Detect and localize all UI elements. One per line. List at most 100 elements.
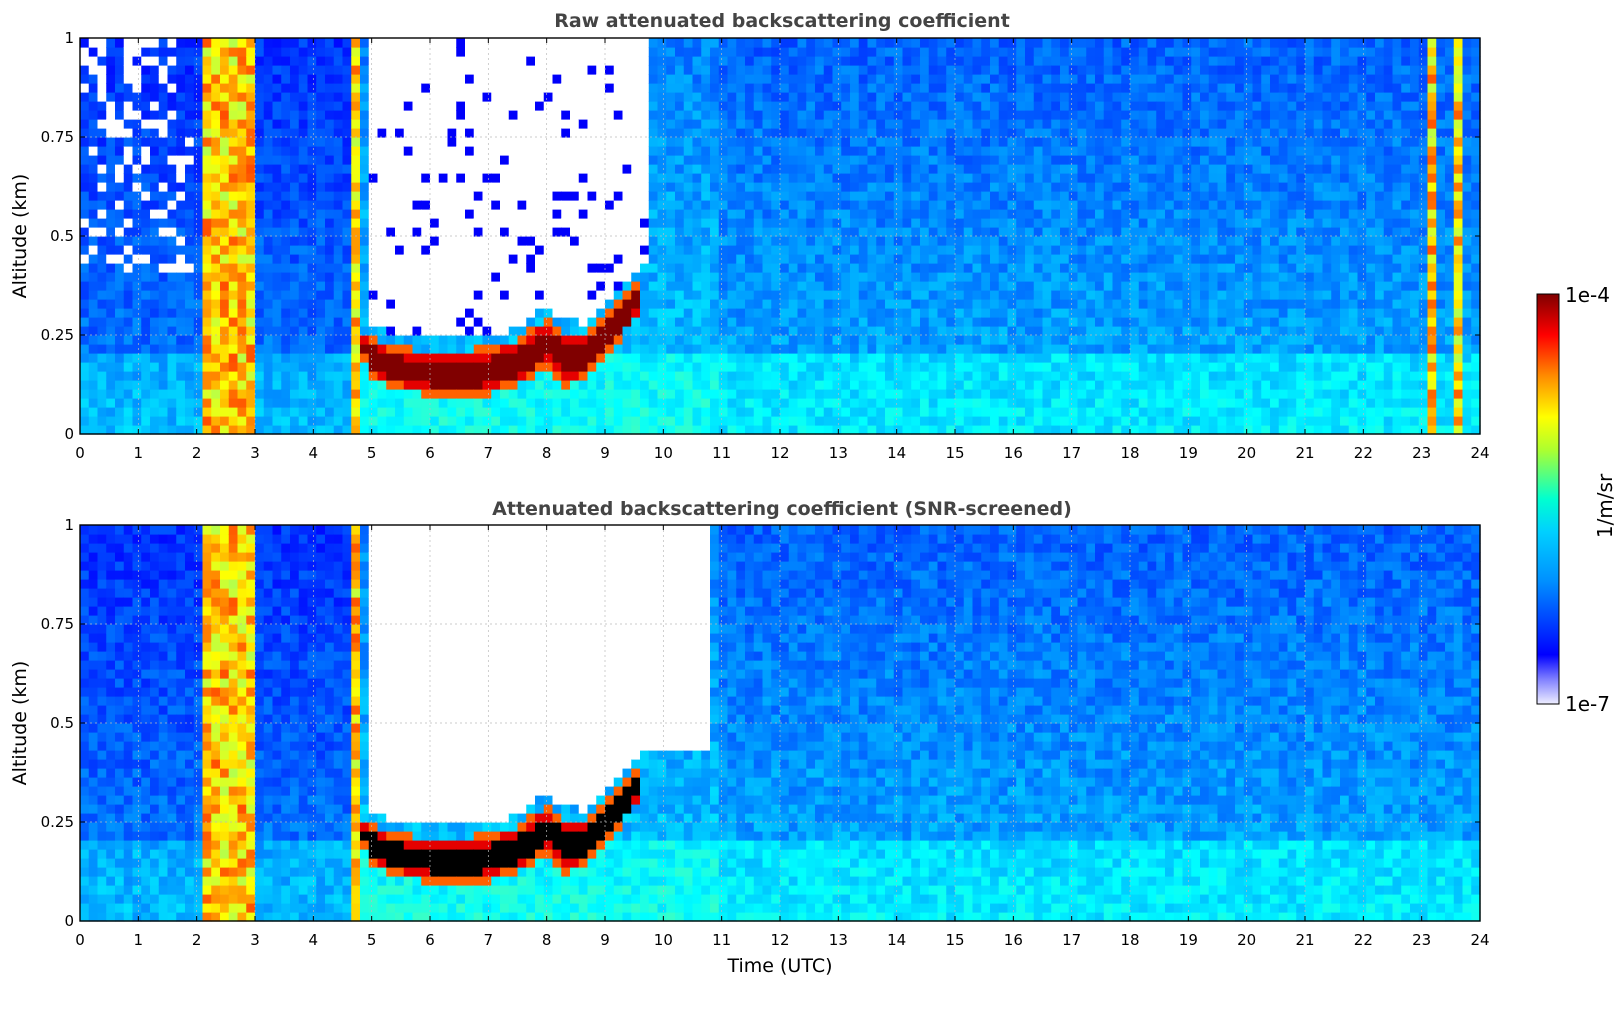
heatmap-cell: [298, 245, 309, 255]
heatmap-cell: [955, 344, 965, 354]
heatmap-cell: [605, 128, 615, 138]
heatmap-cell: [552, 146, 562, 156]
heatmap-cell: [631, 317, 641, 327]
heatmap-cell: [823, 353, 834, 363]
heatmap-cell: [876, 110, 886, 120]
heatmap-cell: [675, 164, 685, 174]
heatmap-cell: [115, 83, 125, 93]
heatmap-cell: [80, 56, 90, 66]
heatmap-cell: [648, 380, 659, 390]
heatmap-cell: [928, 344, 939, 354]
heatmap-cell: [500, 326, 510, 336]
heatmap-cell: [386, 155, 396, 165]
heatmap-cell: [1025, 83, 1035, 93]
heatmap-cell: [491, 209, 501, 219]
heatmap-cell: [316, 56, 326, 66]
heatmap-cell: [745, 353, 755, 363]
heatmap-cell: [648, 65, 659, 75]
heatmap-cell: [368, 164, 379, 174]
heatmap-cell: [298, 254, 309, 264]
heatmap-cell: [823, 65, 834, 75]
heatmap-cell: [850, 227, 860, 237]
heatmap-cell: [211, 155, 221, 165]
heatmap-cell: [806, 353, 816, 363]
heatmap-cell: [115, 128, 125, 138]
heatmap-cell: [797, 164, 807, 174]
heatmap-cell: [123, 74, 134, 84]
heatmap-cell: [596, 362, 606, 372]
heatmap-cell: [718, 308, 729, 318]
heatmap-cell: [893, 398, 904, 408]
heatmap-cell: [167, 200, 177, 210]
heatmap-cell: [570, 326, 580, 336]
heatmap-cell: [640, 290, 650, 300]
heatmap-cell: [508, 209, 519, 219]
heatmap-cell: [535, 407, 545, 417]
heatmap-cell: [701, 83, 711, 93]
heatmap-cell: [701, 272, 711, 282]
heatmap-cell: [115, 65, 125, 75]
heatmap-cell: [937, 416, 947, 426]
heatmap-cell: [640, 416, 650, 426]
heatmap-cell: [465, 398, 475, 408]
heatmap-cell: [570, 236, 580, 246]
heatmap-cell: [1025, 47, 1035, 57]
heatmap-cell: [158, 407, 169, 417]
heatmap-cell: [788, 407, 799, 417]
heatmap-cell: [290, 137, 300, 147]
heatmap-cell: [753, 65, 764, 75]
heatmap-cell: [1068, 254, 1079, 264]
heatmap-cell: [543, 182, 554, 192]
heatmap-cell: [1033, 290, 1044, 300]
heatmap-cell: [500, 218, 510, 228]
heatmap-cell: [963, 335, 974, 345]
heatmap-cell: [281, 200, 291, 210]
heatmap-cell: [675, 353, 685, 363]
heatmap-cell: [710, 281, 720, 291]
heatmap-cell: [570, 65, 580, 75]
heatmap-cell: [281, 398, 291, 408]
heatmap-cell: [675, 227, 685, 237]
heatmap-cell: [438, 407, 449, 417]
heatmap-cell: [841, 290, 851, 300]
heatmap-cell: [193, 362, 204, 372]
heatmap-cell: [902, 380, 912, 390]
heatmap-cell: [465, 344, 475, 354]
heatmap-cell: [736, 416, 746, 426]
heatmap-cell: [1025, 137, 1035, 147]
heatmap-cell: [937, 398, 947, 408]
heatmap-cell: [832, 218, 842, 228]
heatmap-cell: [657, 389, 667, 399]
heatmap-cell: [351, 416, 361, 426]
heatmap-cell: [990, 299, 1000, 309]
heatmap-cell: [928, 272, 939, 282]
heatmap-cell: [1007, 245, 1017, 255]
heatmap-cell: [193, 119, 204, 129]
heatmap-cell: [368, 335, 379, 345]
heatmap-cell: [438, 173, 449, 183]
heatmap-cell: [132, 362, 142, 372]
heatmap-cell: [1033, 173, 1044, 183]
heatmap-cell: [998, 317, 1009, 327]
heatmap-cell: [587, 317, 597, 327]
heatmap-cell: [185, 227, 195, 237]
heatmap-cell: [526, 353, 536, 363]
heatmap-cell: [587, 155, 597, 165]
heatmap-cell: [657, 119, 667, 129]
heatmap-cell: [202, 83, 212, 93]
heatmap-cell: [815, 146, 825, 156]
heatmap-cell: [605, 371, 615, 381]
heatmap-cell: [596, 56, 606, 66]
heatmap-cell: [876, 326, 886, 336]
heatmap-cell: [298, 335, 309, 345]
heatmap-cell: [1025, 209, 1035, 219]
heatmap-cell: [158, 380, 169, 390]
heatmap-cell: [893, 344, 904, 354]
heatmap-cell: [150, 362, 160, 372]
heatmap-cell: [657, 227, 667, 237]
heatmap-cell: [701, 146, 711, 156]
heatmap-cell: [806, 38, 816, 48]
heatmap-cell: [570, 155, 580, 165]
heatmap-cell: [718, 416, 729, 426]
heatmap-cell: [255, 308, 265, 318]
